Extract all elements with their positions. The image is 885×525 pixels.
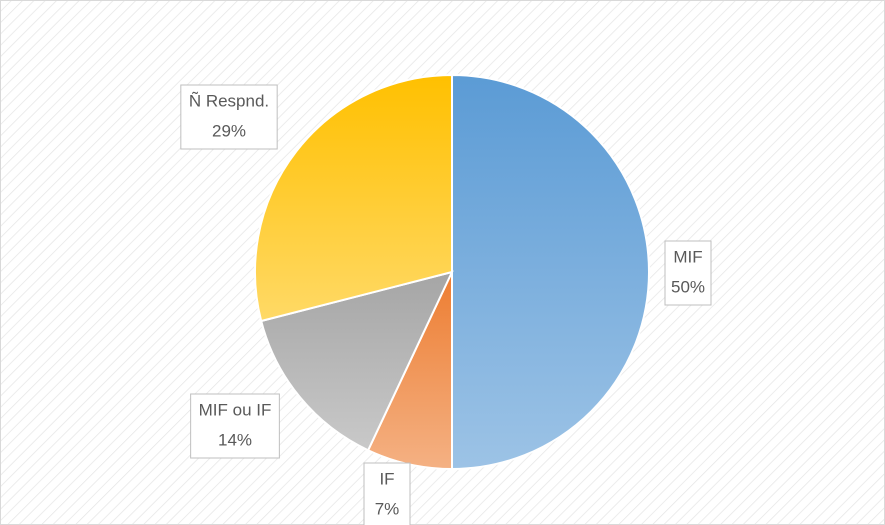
label-box bbox=[180, 84, 278, 150]
slice-value-label: 14% bbox=[218, 430, 252, 449]
slice-value-label: 7% bbox=[375, 499, 400, 518]
slice-value-label: 29% bbox=[212, 121, 246, 140]
slice-category-label: MIF ou IF bbox=[199, 400, 272, 419]
label-box bbox=[363, 462, 411, 525]
label-box bbox=[664, 240, 712, 306]
slice-category-label: IF bbox=[379, 469, 394, 488]
pie-slice bbox=[451, 73, 650, 471]
slice-category-label: Ñ Respnd. bbox=[189, 91, 269, 110]
slice-value-label: 50% bbox=[671, 277, 705, 296]
label-box bbox=[190, 393, 280, 459]
slice-category-label: MIF bbox=[673, 247, 702, 266]
pie-slice bbox=[259, 270, 454, 452]
pie-slice bbox=[254, 73, 453, 323]
